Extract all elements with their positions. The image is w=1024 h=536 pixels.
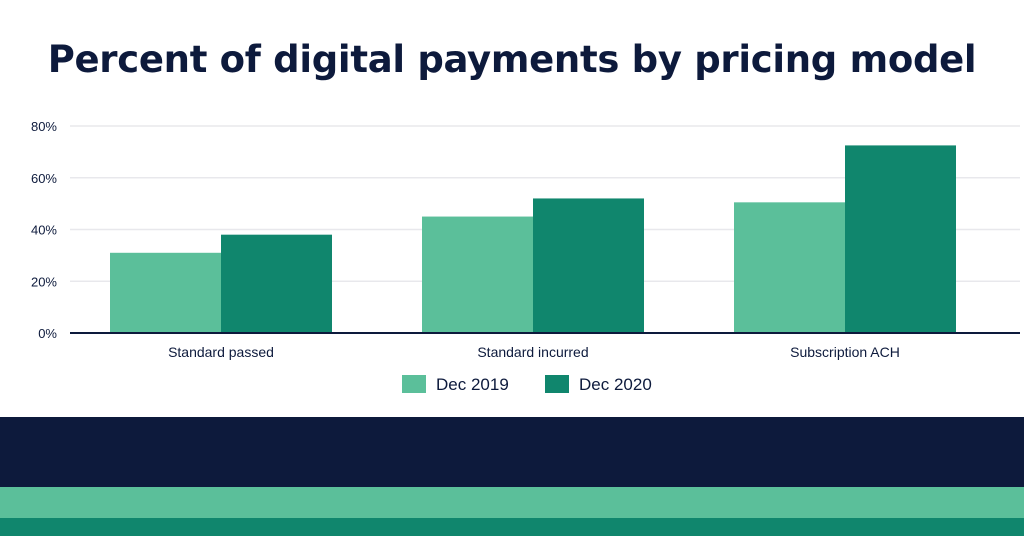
bar-dec-2019: [110, 252, 221, 333]
footer-band-dark-green: [0, 518, 1024, 536]
bar-dec-2019: [422, 216, 533, 333]
legend-label: Dec 2020: [579, 375, 652, 394]
legend-label: Dec 2019: [436, 375, 509, 394]
footer-band-light-green: [0, 487, 1024, 518]
x-tick-label: Standard passed: [168, 344, 274, 360]
bar-dec-2019: [734, 202, 845, 333]
bar-dec-2020: [221, 234, 332, 333]
x-tick-label: Standard incurred: [477, 344, 588, 360]
y-tick-label: 0%: [38, 326, 57, 341]
y-tick-label: 60%: [31, 171, 57, 186]
x-tick-label: Subscription ACH: [790, 344, 900, 360]
y-tick-label: 80%: [31, 119, 57, 134]
legend-swatch: [402, 375, 426, 393]
bar-chart: 0% 20% 40% 60% 80% Standard passed Standard in…: [31, 119, 1020, 394]
footer-band-navy: [0, 417, 1024, 487]
y-tick-label: 40%: [31, 223, 57, 238]
bar-dec-2020: [845, 145, 956, 333]
chart-title: Percent of digital payments by pricing m…: [47, 38, 977, 81]
bar-dec-2020: [533, 198, 644, 333]
y-tick-label: 20%: [31, 274, 57, 289]
legend-swatch: [545, 375, 569, 393]
